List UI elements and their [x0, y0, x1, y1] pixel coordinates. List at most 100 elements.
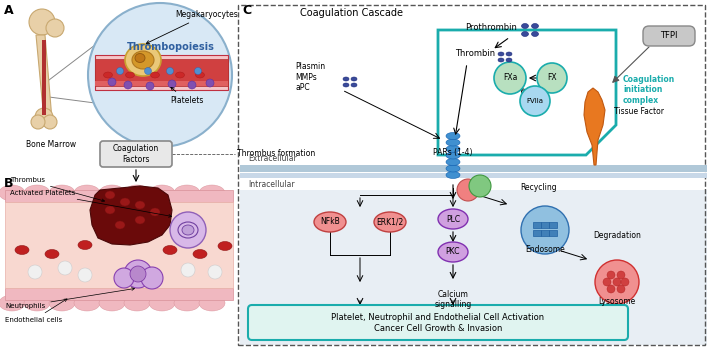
Text: FVIIa: FVIIa	[527, 98, 544, 104]
Ellipse shape	[125, 72, 135, 78]
Circle shape	[78, 268, 92, 282]
Ellipse shape	[218, 241, 232, 251]
Ellipse shape	[24, 185, 50, 201]
Ellipse shape	[351, 77, 357, 81]
Circle shape	[35, 108, 53, 126]
Text: Calcium
signalling: Calcium signalling	[435, 290, 471, 309]
Ellipse shape	[176, 72, 184, 78]
Circle shape	[621, 278, 629, 286]
Ellipse shape	[506, 58, 512, 62]
Circle shape	[31, 115, 45, 129]
Text: ERK1/2: ERK1/2	[376, 217, 403, 226]
Bar	[541, 222, 549, 228]
Ellipse shape	[498, 58, 504, 62]
Polygon shape	[584, 88, 605, 165]
Circle shape	[613, 278, 621, 286]
Ellipse shape	[199, 185, 225, 201]
Circle shape	[108, 78, 116, 86]
Circle shape	[124, 81, 132, 89]
Text: A: A	[4, 4, 13, 17]
Text: Platelet, Neutrophil and Endothelial Cell Activation
Cancer Cell Growth & Invasi: Platelet, Neutrophil and Endothelial Cel…	[331, 313, 545, 333]
Ellipse shape	[99, 295, 125, 311]
Bar	[533, 230, 541, 236]
Circle shape	[29, 9, 55, 35]
Ellipse shape	[314, 212, 346, 232]
Text: Coagulation
Factors: Coagulation Factors	[113, 144, 159, 164]
Ellipse shape	[135, 216, 145, 224]
Bar	[5, 190, 233, 202]
Text: B: B	[4, 177, 13, 190]
Ellipse shape	[105, 206, 115, 214]
Ellipse shape	[132, 51, 154, 69]
Ellipse shape	[74, 185, 100, 201]
Ellipse shape	[506, 52, 512, 56]
Ellipse shape	[124, 185, 150, 201]
Text: Activated Platelets: Activated Platelets	[10, 190, 172, 217]
Text: Degradation: Degradation	[593, 231, 641, 240]
Bar	[42, 40, 46, 115]
Ellipse shape	[105, 191, 115, 199]
Ellipse shape	[150, 72, 160, 78]
Ellipse shape	[99, 185, 125, 201]
Bar	[549, 222, 557, 228]
Circle shape	[141, 267, 163, 289]
Ellipse shape	[135, 201, 145, 209]
Bar	[5, 202, 233, 288]
Ellipse shape	[24, 295, 50, 311]
Ellipse shape	[104, 72, 113, 78]
Ellipse shape	[193, 250, 207, 259]
Bar	[95, 81, 228, 86]
Ellipse shape	[150, 208, 160, 216]
Circle shape	[188, 81, 196, 89]
Text: FX: FX	[547, 74, 557, 83]
Ellipse shape	[199, 295, 225, 311]
Circle shape	[145, 68, 152, 75]
Circle shape	[43, 115, 57, 129]
Text: NFkB: NFkB	[320, 217, 340, 226]
Text: Megakaryocytes: Megakaryocytes	[146, 10, 238, 43]
Bar	[95, 55, 228, 90]
Ellipse shape	[351, 83, 357, 87]
Ellipse shape	[0, 295, 25, 311]
FancyBboxPatch shape	[643, 26, 695, 46]
Circle shape	[168, 80, 176, 88]
Text: Extracellular: Extracellular	[248, 154, 297, 163]
Circle shape	[194, 68, 201, 75]
Ellipse shape	[15, 245, 29, 254]
Ellipse shape	[343, 77, 349, 81]
Text: Platelets: Platelets	[170, 88, 203, 105]
Text: Thrombus: Thrombus	[10, 177, 104, 202]
Circle shape	[607, 271, 615, 279]
Text: Prothrombin: Prothrombin	[465, 22, 517, 32]
Text: Intracellular: Intracellular	[248, 180, 295, 189]
Text: PLC: PLC	[446, 215, 460, 224]
Polygon shape	[90, 186, 172, 245]
Ellipse shape	[0, 185, 25, 201]
Ellipse shape	[374, 212, 406, 232]
Circle shape	[88, 3, 232, 147]
Text: FXa: FXa	[503, 74, 517, 83]
Bar	[541, 230, 549, 236]
Bar	[5, 288, 233, 300]
Ellipse shape	[498, 52, 504, 56]
Text: Bone Marrow: Bone Marrow	[26, 140, 76, 149]
Text: Tissue Factor: Tissue Factor	[614, 107, 664, 117]
Ellipse shape	[125, 44, 161, 76]
Ellipse shape	[438, 209, 468, 229]
Ellipse shape	[149, 295, 175, 311]
Ellipse shape	[174, 185, 200, 201]
Circle shape	[617, 285, 625, 293]
Ellipse shape	[446, 139, 460, 146]
Text: PARs (1-4): PARs (1-4)	[433, 148, 473, 157]
Text: Coagulation
initiation
complex: Coagulation initiation complex	[623, 75, 675, 105]
Ellipse shape	[196, 72, 204, 78]
Circle shape	[170, 212, 206, 248]
Ellipse shape	[74, 295, 100, 311]
Circle shape	[58, 261, 72, 275]
Text: Lysosome: Lysosome	[598, 297, 636, 306]
Ellipse shape	[438, 242, 468, 262]
Ellipse shape	[522, 23, 528, 28]
Ellipse shape	[120, 198, 130, 206]
Ellipse shape	[49, 185, 75, 201]
Ellipse shape	[446, 133, 460, 140]
